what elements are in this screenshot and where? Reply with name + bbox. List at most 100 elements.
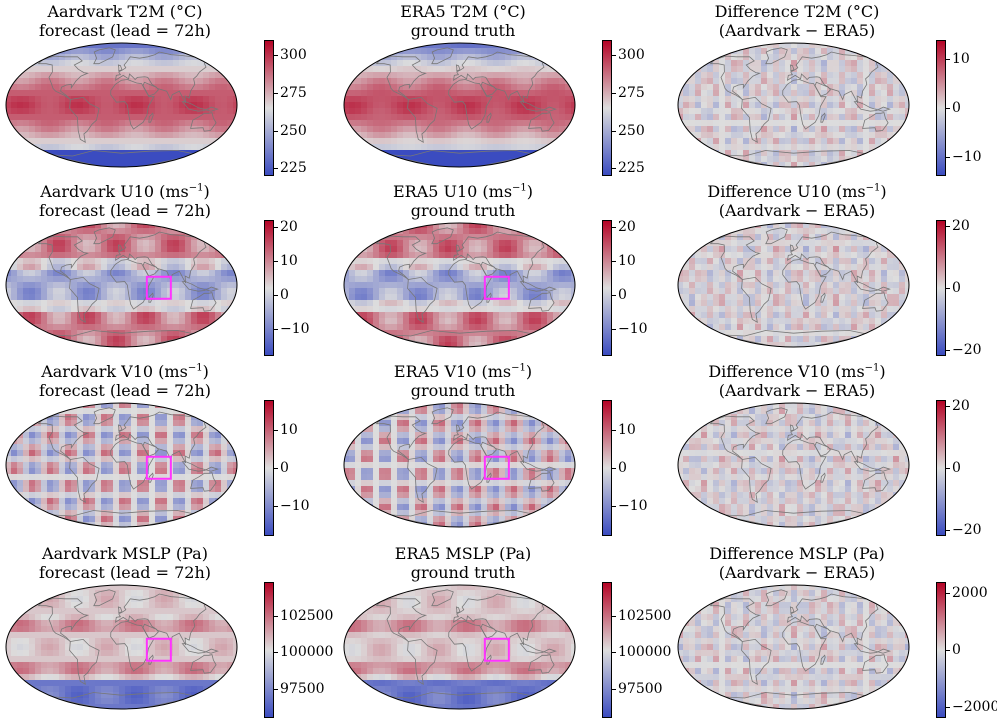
panel-title-line1: ERA5 MSLP (Pa): [343, 544, 583, 563]
colorbar: [936, 220, 946, 356]
colorbar-tick-label: 20: [952, 219, 970, 233]
panel-title-line2: (Aardvark − ERA5): [677, 201, 917, 220]
map-heatmap: [5, 402, 238, 528]
panel-title-exponent: −1: [512, 183, 527, 194]
colorbar-tick: [612, 506, 616, 507]
colorbar-tick-label: 250: [618, 124, 645, 138]
colorbar-tick-label: −20: [952, 523, 982, 537]
colorbar-tick-label: 20: [280, 220, 298, 234]
colorbar-tick-label: 97500: [280, 682, 325, 696]
panel-title-exponent: −1: [865, 363, 880, 374]
panel-title: Difference T2M (°C)(Aardvark − ERA5): [677, 2, 917, 40]
colorbar-tick-label: 102500: [280, 609, 333, 623]
colorbar-tick-label: 100000: [280, 645, 333, 659]
panel-title: ERA5 U10 (ms−1)ground truth: [343, 182, 583, 220]
colorbar-tick: [946, 406, 950, 407]
colorbar-tick: [946, 157, 950, 158]
panel-title-line2: ground truth: [343, 563, 583, 582]
colorbar-tick: [612, 468, 616, 469]
colorbar-tick: [274, 227, 278, 228]
colorbar-tick: [612, 168, 616, 169]
colorbar-tick-label: 0: [280, 461, 289, 475]
panel-title-exponent: −1: [188, 363, 203, 374]
colorbar-tick: [946, 650, 950, 651]
colorbar-tick: [946, 350, 950, 351]
colorbar-tick: [274, 329, 278, 330]
panel-title-line2: forecast (lead = 72h): [5, 381, 245, 400]
panel-title-line1: ERA5 U10 (ms−1): [343, 182, 583, 201]
panel-title: Aardvark T2M (°C)forecast (lead = 72h): [5, 2, 245, 40]
colorbar-tick-label: 300: [618, 48, 645, 62]
colorbar: [602, 400, 612, 536]
panel-title-line2: forecast (lead = 72h): [5, 563, 245, 582]
colorbar-tick-label: 0: [280, 288, 289, 302]
colorbar-tick: [274, 131, 278, 132]
panel-title-line2: forecast (lead = 72h): [5, 201, 245, 220]
colorbar-tick-label: −10: [618, 499, 648, 513]
colorbar: [602, 582, 612, 718]
colorbar-tick-label: 97500: [618, 682, 663, 696]
colorbar-tick: [274, 168, 278, 169]
panel-v10-forecast: Aardvark V10 (ms−1)forecast (lead = 72h)…: [5, 362, 325, 542]
colorbar-tick-label: 225: [618, 161, 645, 175]
panel-title: ERA5 V10 (ms−1)ground truth: [343, 362, 583, 400]
colorbar-tick: [274, 468, 278, 469]
map-heatmap: [343, 42, 576, 168]
panel-title-text: Difference U10 (ms: [707, 182, 865, 201]
panel-title: Aardvark MSLP (Pa)forecast (lead = 72h): [5, 544, 245, 582]
colorbar-tick-label: 100000: [618, 645, 671, 659]
panel-title-line2: (Aardvark − ERA5): [677, 381, 917, 400]
colorbar-tick-label: 0: [952, 281, 961, 295]
panel-title: Difference MSLP (Pa)(Aardvark − ERA5): [677, 544, 917, 582]
colorbar-tick-label: 2000: [952, 586, 988, 600]
colorbar-tick: [946, 108, 950, 109]
panel-title-line1: Difference MSLP (Pa): [677, 544, 917, 563]
panel-title-line1: ERA5 T2M (°C): [343, 2, 583, 21]
colorbar-tick-label: −10: [618, 322, 648, 336]
colorbar: [936, 40, 946, 176]
panel-mslp-forecast: Aardvark MSLP (Pa)forecast (lead = 72h) 9…: [5, 544, 325, 724]
colorbar-tick-label: 10: [618, 254, 636, 268]
colorbar-tick: [612, 652, 616, 653]
colorbar-tick-label: 0: [952, 643, 961, 657]
colorbar-tick-label: 10: [280, 423, 298, 437]
panel-v10-difference: Difference V10 (ms−1)(Aardvark − ERA5)−2…: [677, 362, 997, 542]
colorbar: [264, 400, 274, 536]
colorbar-tick-label: 0: [618, 461, 627, 475]
colorbar-tick-label: −10: [280, 499, 310, 513]
panel-title-text: ERA5 MSLP (Pa): [395, 544, 531, 563]
colorbar-tick: [946, 707, 950, 708]
colorbar-tick: [946, 288, 950, 289]
colorbar-tick-label: 275: [618, 86, 645, 100]
colorbar-tick: [274, 506, 278, 507]
colorbar-tick-label: 102500: [618, 609, 671, 623]
colorbar-tick-label: 300: [280, 48, 307, 62]
panel-title-line2: (Aardvark − ERA5): [677, 563, 917, 582]
panel-title: Aardvark V10 (ms−1)forecast (lead = 72h): [5, 362, 245, 400]
map-heatmap: [5, 584, 238, 710]
colorbar-tick: [274, 430, 278, 431]
panel-title-text: ERA5 U10 (ms: [393, 182, 512, 201]
map-heatmap: [5, 42, 238, 168]
panel-title-exponent: −1: [511, 363, 526, 374]
colorbar-tick-label: 20: [618, 220, 636, 234]
panel-title-text: Difference MSLP (Pa): [709, 544, 885, 563]
panel-title-line2: ground truth: [343, 381, 583, 400]
panel-title-line1: Aardvark MSLP (Pa): [5, 544, 245, 563]
map-heatmap: [343, 402, 576, 528]
colorbar-tick: [612, 329, 616, 330]
panel-title-text: ERA5 T2M (°C): [400, 2, 526, 21]
panel-title: ERA5 MSLP (Pa)ground truth: [343, 544, 583, 582]
panel-u10-forecast: Aardvark U10 (ms−1)forecast (lead = 72h)…: [5, 182, 325, 362]
colorbar-tick: [612, 55, 616, 56]
panel-title: Aardvark U10 (ms−1)forecast (lead = 72h): [5, 182, 245, 220]
panel-title-close: ): [204, 182, 210, 201]
colorbar-tick: [274, 295, 278, 296]
map-heatmap: [5, 222, 238, 348]
panel-title-line2: forecast (lead = 72h): [5, 21, 245, 40]
colorbar-tick-label: 20: [952, 399, 970, 413]
